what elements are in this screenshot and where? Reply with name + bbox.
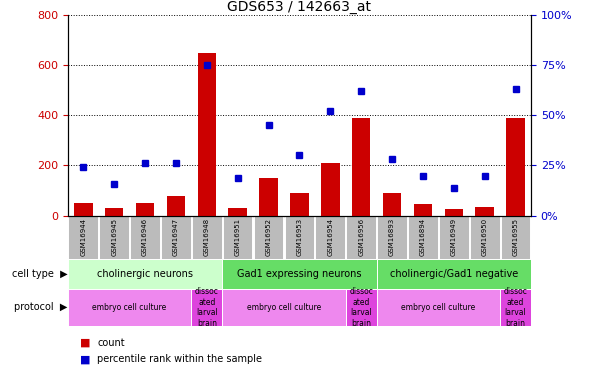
Text: GSM16953: GSM16953 — [296, 218, 303, 256]
Text: cholinergic neurons: cholinergic neurons — [97, 269, 193, 279]
Text: GSM16946: GSM16946 — [142, 218, 148, 256]
Bar — [198, 53, 216, 216]
Text: Gad1 expressing neurons: Gad1 expressing neurons — [237, 269, 362, 279]
Bar — [408, 216, 438, 259]
Bar — [191, 289, 222, 326]
Text: GSM16955: GSM16955 — [513, 218, 519, 256]
Text: cholinergic/Gad1 negative: cholinergic/Gad1 negative — [389, 269, 518, 279]
Bar — [99, 216, 129, 259]
Bar — [352, 118, 371, 216]
Bar — [223, 216, 253, 259]
Text: GSM16956: GSM16956 — [358, 218, 364, 256]
Bar — [68, 216, 98, 259]
Bar — [68, 259, 222, 289]
Text: cell type  ▶: cell type ▶ — [12, 269, 68, 279]
Bar — [290, 193, 309, 216]
Text: dissoc
ated
larval
brain: dissoc ated larval brain — [504, 287, 527, 328]
Text: GSM16952: GSM16952 — [266, 218, 271, 256]
Bar — [376, 289, 500, 326]
Bar — [500, 289, 531, 326]
Text: ■: ■ — [80, 354, 90, 364]
Bar — [166, 196, 185, 216]
Text: GSM16954: GSM16954 — [327, 218, 333, 256]
Bar — [316, 216, 345, 259]
Text: embryo cell culture: embryo cell culture — [247, 303, 321, 312]
Bar — [321, 163, 340, 216]
Text: GSM16944: GSM16944 — [80, 218, 86, 256]
Bar — [414, 204, 432, 216]
Bar — [105, 208, 123, 216]
Bar — [68, 289, 191, 326]
Bar — [259, 178, 278, 216]
Text: dissoc
ated
larval
brain: dissoc ated larval brain — [349, 287, 373, 328]
Bar — [377, 216, 407, 259]
Text: GSM16948: GSM16948 — [204, 218, 210, 256]
Bar — [228, 208, 247, 216]
Text: GSM16893: GSM16893 — [389, 218, 395, 256]
Text: GSM16950: GSM16950 — [481, 218, 488, 256]
Text: GSM16951: GSM16951 — [235, 218, 241, 256]
Bar — [506, 118, 525, 216]
Text: protocol  ▶: protocol ▶ — [15, 303, 68, 312]
Text: count: count — [97, 338, 125, 348]
Text: dissoc
ated
larval
brain: dissoc ated larval brain — [195, 287, 219, 328]
Text: embryo cell culture: embryo cell culture — [401, 303, 476, 312]
Bar — [161, 216, 191, 259]
Bar — [136, 203, 155, 216]
Text: GSM16894: GSM16894 — [420, 218, 426, 256]
Bar — [376, 259, 531, 289]
Bar — [284, 216, 314, 259]
Bar — [346, 216, 376, 259]
Bar — [346, 289, 376, 326]
Text: GSM16947: GSM16947 — [173, 218, 179, 256]
Bar — [254, 216, 283, 259]
Bar — [444, 209, 463, 216]
Text: embryo cell culture: embryo cell culture — [93, 303, 167, 312]
Text: ■: ■ — [80, 338, 90, 348]
Bar — [476, 207, 494, 216]
Bar — [192, 216, 222, 259]
Text: GSM16945: GSM16945 — [111, 218, 117, 256]
Bar — [439, 216, 468, 259]
Bar — [501, 216, 530, 259]
Title: GDS653 / 142663_at: GDS653 / 142663_at — [227, 0, 372, 14]
Bar — [222, 259, 376, 289]
Bar — [222, 289, 346, 326]
Text: GSM16949: GSM16949 — [451, 218, 457, 256]
Bar — [130, 216, 160, 259]
Bar — [74, 203, 93, 216]
Bar — [383, 193, 401, 216]
Text: percentile rank within the sample: percentile rank within the sample — [97, 354, 263, 364]
Bar — [470, 216, 500, 259]
